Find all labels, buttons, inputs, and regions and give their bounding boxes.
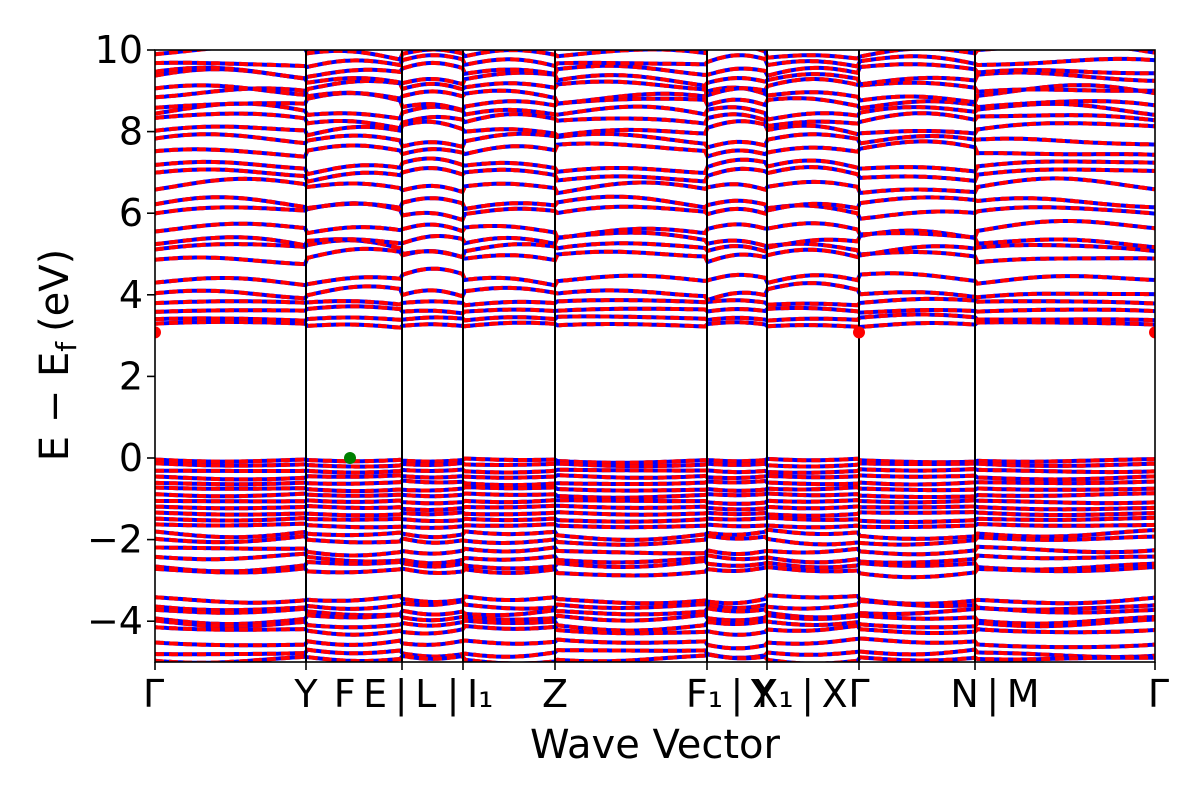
band-line-spin-up xyxy=(155,466,1155,475)
band-line-spin-up xyxy=(155,304,1155,316)
band-line-spin-down xyxy=(155,194,1155,213)
y-tick-label: 8 xyxy=(119,110,143,154)
band-line-spin-down xyxy=(155,111,1155,131)
x-tick-label: F₁ | Y xyxy=(686,672,775,717)
band-line-spin-up xyxy=(155,515,1155,524)
band-line-spin-up xyxy=(155,461,1155,469)
x-tick-label: Γ xyxy=(1148,672,1169,716)
band-line-spin-up xyxy=(155,478,1155,488)
band-line-spin-down xyxy=(155,131,1155,150)
band-line-spin-down xyxy=(155,119,1155,138)
extremum-markers xyxy=(155,326,1155,464)
x-tick-label: Y xyxy=(293,672,318,716)
x-tick-label: F E | L xyxy=(334,672,437,717)
band-line-spin-up xyxy=(155,456,1155,465)
band-line-spin-up xyxy=(155,312,1155,323)
band-line-spin-down xyxy=(155,605,1155,620)
band-line-spin-up xyxy=(155,473,1155,482)
band-line-spin-down xyxy=(155,219,1155,241)
band-line-spin-down xyxy=(155,636,1155,651)
band-line-spin-down xyxy=(155,165,1155,185)
band-line-spin-down xyxy=(155,544,1155,558)
band-line-spin-down xyxy=(155,623,1155,637)
x-axis-title: Wave Vector xyxy=(530,722,781,768)
band-line-spin-down xyxy=(155,238,1155,260)
band-line-spin-down xyxy=(155,101,1155,122)
band-line-spin-down xyxy=(155,53,1155,69)
y-axis-title-main: E − E xyxy=(32,352,78,462)
band-line-spin-down xyxy=(155,551,1155,566)
band-line-spin-down xyxy=(155,565,1155,580)
x-tick-label: Z xyxy=(542,672,568,716)
band-line-spin-down xyxy=(155,77,1155,98)
band-line-spin-up xyxy=(155,319,1155,330)
x-tick-label: Γ xyxy=(848,672,869,716)
band-line-spin-up xyxy=(155,509,1155,518)
y-tick-label: −2 xyxy=(87,518,143,562)
band-line-spin-down xyxy=(155,266,1155,288)
y-tick-label: 4 xyxy=(119,273,143,317)
band-line-spin-down xyxy=(155,201,1155,223)
band-line-spin-down xyxy=(155,67,1155,88)
x-tick-label: Γ xyxy=(143,672,164,716)
band-line-spin-up xyxy=(155,296,1155,308)
band-line-spin-up xyxy=(155,498,1155,506)
y-tick-label: −4 xyxy=(87,599,143,643)
y-tick-label: 10 xyxy=(95,28,143,72)
y-tick-label: 2 xyxy=(119,354,143,398)
band-line-spin-down xyxy=(155,593,1155,606)
band-line-spin-down xyxy=(155,246,1155,267)
band-line-spin-down xyxy=(155,533,1155,547)
band-line-spin-up xyxy=(155,521,1155,530)
band-line-spin-down xyxy=(155,139,1155,159)
y-tick-label: 6 xyxy=(119,191,143,235)
conduction-band-minimum-marker xyxy=(155,326,161,339)
valence-band-maximum-marker xyxy=(344,452,356,464)
band-line-spin-down xyxy=(155,612,1155,626)
y-axis-title: E − Ef (eV) xyxy=(32,249,83,462)
y-axis-ticks: −4 −2 0 2 4 6 8 10 xyxy=(87,28,155,643)
y-axis-title-sub: f xyxy=(50,341,83,352)
band-line-spin-down xyxy=(155,647,1155,660)
band-line-spin-down xyxy=(155,50,1155,62)
conduction-band-minimum-marker xyxy=(853,326,865,339)
band-line-spin-down xyxy=(155,228,1155,250)
y-tick-label: 0 xyxy=(119,436,143,480)
conduction-band-minimum-marker xyxy=(1149,326,1155,339)
band-line-spin-up xyxy=(155,491,1155,500)
band-line-spin-down xyxy=(155,83,1155,106)
band-line-spin-down xyxy=(155,156,1155,177)
band-line-spin-up xyxy=(155,485,1155,493)
plot-frame xyxy=(154,49,1156,663)
x-tick-label: N | M xyxy=(950,672,1039,717)
band-line-spin-down xyxy=(155,527,1155,542)
y-axis-title-unit: (eV) xyxy=(32,249,78,332)
band-line-spin-down xyxy=(155,617,1155,633)
band-line-spin-down xyxy=(155,281,1155,303)
x-tick-label: | I₁ xyxy=(447,672,494,717)
band-line-spin-down xyxy=(155,652,1155,662)
band-line-spin-down xyxy=(155,60,1155,81)
bands-group xyxy=(155,50,1155,662)
band-line-spin-up xyxy=(155,503,1155,512)
band-line-spin-down xyxy=(155,176,1155,196)
kpoint-lines xyxy=(305,50,976,662)
x-tick-label: X₁ | X xyxy=(752,672,847,717)
